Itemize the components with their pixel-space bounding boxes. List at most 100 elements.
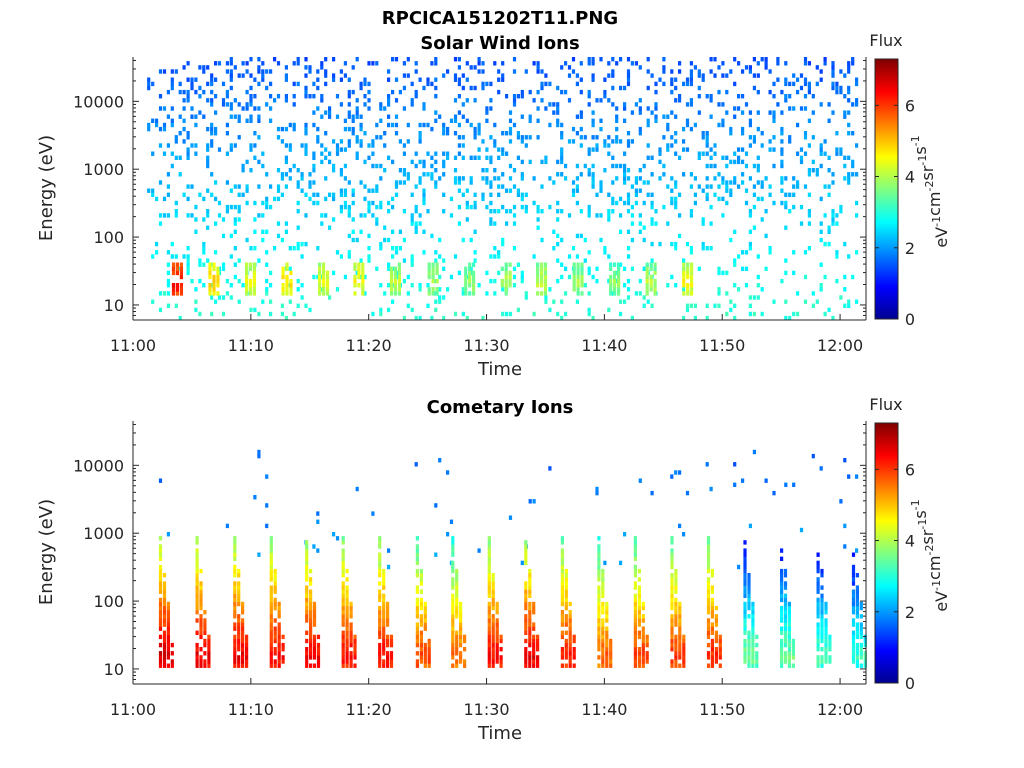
- heatmap-cell: [233, 622, 237, 627]
- heatmap-cell: [658, 77, 662, 82]
- heatmap-cell: [195, 556, 199, 562]
- heatmap-cell: [491, 581, 495, 586]
- heatmap-cell: [461, 176, 465, 181]
- heatmap-cell: [414, 61, 418, 66]
- heatmap-cell: [674, 131, 678, 136]
- y-tick-label: 1000: [83, 160, 124, 179]
- heatmap-cell: [318, 278, 322, 284]
- heatmap-cell: [835, 131, 839, 136]
- heatmap-cell: [768, 139, 772, 144]
- heatmap-cell: [158, 597, 163, 603]
- heatmap-cell: [662, 81, 666, 87]
- heatmap-cell: [784, 299, 788, 304]
- heatmap-cell: [345, 626, 349, 631]
- heatmap-cell: [415, 560, 419, 566]
- heatmap-cell: [823, 139, 827, 144]
- heatmap-cell: [415, 642, 419, 648]
- heatmap-cell: [207, 663, 211, 668]
- heatmap-cell: [284, 73, 288, 78]
- heatmap-cell: [855, 299, 859, 304]
- heatmap-cell: [285, 283, 289, 288]
- heatmap-cell: [678, 651, 682, 656]
- colorbar-segment: [875, 95, 898, 99]
- heatmap-cell: [453, 57, 458, 62]
- heatmap-cell: [269, 564, 273, 570]
- heatmap-cell: [524, 69, 528, 74]
- heatmap-cell: [752, 225, 756, 230]
- heatmap-cell: [682, 262, 686, 267]
- heatmap-cell: [402, 151, 406, 156]
- heatmap-cell: [489, 159, 493, 165]
- x-tick-label: 11:00: [110, 700, 156, 719]
- heatmap-cell: [756, 61, 760, 66]
- heatmap-cell: [430, 233, 434, 239]
- heatmap-cell: [646, 69, 650, 74]
- heatmap-cell: [304, 213, 308, 218]
- heatmap-cell: [225, 278, 229, 284]
- heatmap-cell: [345, 642, 349, 648]
- heatmap-cell: [799, 204, 804, 210]
- heatmap-cell: [572, 647, 576, 652]
- heatmap-cell: [190, 77, 194, 82]
- colorbar-segment: [875, 483, 898, 487]
- heatmap-cell: [755, 642, 759, 648]
- heatmap-cell: [816, 568, 820, 574]
- heatmap-cell: [504, 291, 508, 296]
- colorbar-segment: [875, 563, 898, 567]
- heatmap-cell: [743, 560, 747, 566]
- heatmap-cell: [674, 585, 678, 590]
- heatmap-cell: [459, 651, 463, 656]
- heatmap-cell: [280, 303, 284, 309]
- heatmap-cell: [349, 614, 353, 619]
- colorbar-segment: [875, 589, 898, 593]
- heatmap-cell: [451, 614, 455, 619]
- heatmap-cell: [839, 85, 843, 91]
- heatmap-cell: [292, 311, 296, 317]
- heatmap-cell: [328, 159, 332, 165]
- heatmap-cell: [532, 311, 536, 317]
- heatmap-cell: [339, 77, 343, 82]
- heatmap-cell: [296, 81, 300, 87]
- heatmap-cell: [241, 601, 245, 607]
- colorbar-segment: [875, 69, 898, 73]
- colorbar-segment: [875, 433, 898, 437]
- heatmap-cell: [603, 250, 607, 255]
- heatmap-cell: [158, 478, 163, 483]
- colorbar-segment: [875, 254, 898, 257]
- heatmap-cell: [174, 155, 178, 161]
- heatmap-cell: [481, 168, 485, 173]
- heatmap-cell: [772, 163, 776, 169]
- heatmap-cell: [792, 270, 796, 276]
- heatmap-cell: [597, 536, 601, 541]
- heatmap-cell: [316, 135, 320, 140]
- colorbar-segment: [875, 540, 898, 543]
- heatmap-cell: [816, 655, 820, 660]
- colorbar-segment: [875, 481, 898, 485]
- heatmap-cell: [309, 568, 313, 574]
- heatmap-cell: [378, 568, 382, 574]
- heatmap-cell: [249, 57, 253, 62]
- heatmap-cell: [387, 262, 391, 267]
- colorbar-segment: [875, 182, 898, 186]
- heatmap-cell: [670, 638, 674, 644]
- heatmap-cell: [194, 204, 198, 210]
- heatmap-cell: [464, 270, 468, 276]
- heatmap-cell: [195, 568, 199, 574]
- heatmap-cell: [597, 634, 601, 640]
- heatmap-cell: [560, 647, 564, 652]
- heatmap-cell: [245, 642, 249, 648]
- heatmap-cell: [419, 597, 423, 603]
- heatmap-cell: [787, 605, 791, 611]
- heatmap-cell: [626, 229, 631, 235]
- heatmap-cell: [670, 618, 674, 623]
- heatmap-cell: [349, 659, 353, 664]
- colorbar-segment: [875, 628, 898, 632]
- colorbar-segment: [875, 78, 898, 82]
- heatmap-cell: [748, 213, 752, 218]
- heatmap-cell: [158, 622, 163, 627]
- heatmap-cell: [277, 614, 281, 619]
- heatmap-cell: [253, 155, 257, 161]
- heatmap-cell: [363, 213, 367, 218]
- heatmap-cell: [415, 622, 419, 627]
- heatmap-cell: [543, 278, 548, 284]
